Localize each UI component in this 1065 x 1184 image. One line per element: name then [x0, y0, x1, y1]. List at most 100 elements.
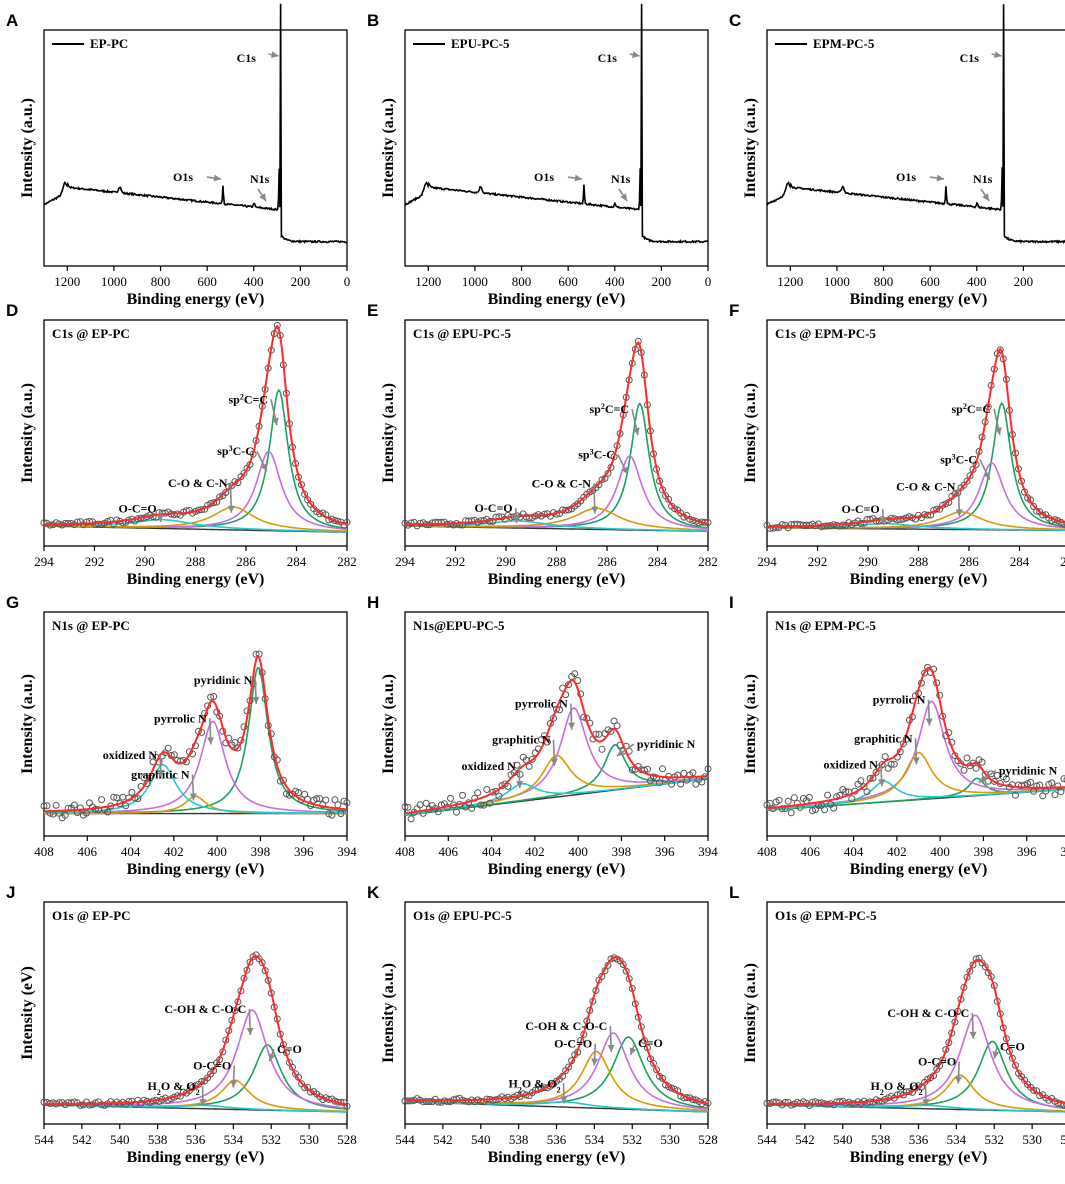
data-point — [486, 799, 494, 807]
component-line — [44, 518, 348, 533]
annotation-arrowhead — [252, 696, 260, 704]
component-annotation: oxidized N — [462, 759, 517, 773]
data-point — [125, 1098, 133, 1105]
plot-frame — [404, 29, 709, 267]
data-point — [70, 1098, 78, 1106]
annotation-n1s: N1s — [973, 172, 993, 186]
data-point — [1060, 775, 1065, 783]
panel-title: C1s @ EPU-PC-5 — [413, 326, 512, 341]
data-point — [404, 803, 412, 811]
data-point — [821, 806, 829, 814]
x-tick-label: 542 — [433, 1132, 453, 1147]
panel-label: I — [729, 593, 734, 612]
component-annotation: C-OH & C-O-C — [525, 1019, 607, 1033]
data-point — [1039, 792, 1047, 800]
x-axis-label: Binding energy (eV) — [127, 291, 265, 308]
x-tick-label: 600 — [197, 274, 217, 289]
panel-g: G Intensity (a.u.) Binding energy (eV) 408 4… — [6, 593, 357, 878]
x-tick-label: 290 — [135, 554, 155, 569]
data-point — [480, 801, 488, 809]
data-point — [656, 779, 663, 787]
x-tick-label: 600 — [558, 274, 578, 289]
data-point — [836, 1098, 844, 1105]
component-annotation: C-OH & C-O-C — [164, 1002, 246, 1016]
component-annotation: sp3C-C — [217, 444, 254, 459]
data-point — [787, 1101, 795, 1109]
annotation-o1s: O1s — [896, 170, 916, 184]
annotation-arrowhead — [156, 514, 164, 522]
annotation-arrowhead — [246, 1027, 254, 1036]
data-point — [170, 751, 178, 759]
data-point — [805, 793, 813, 801]
panel-title: O1s @ EPM-PC-5 — [775, 908, 877, 923]
x-tick-label: 536 — [909, 1132, 929, 1147]
x-tick-label: 534 — [947, 1132, 967, 1147]
component-annotation: sp3C-C — [940, 452, 977, 467]
component-line — [404, 707, 709, 816]
component-annotation: graphitic N — [854, 731, 913, 745]
data-point — [1018, 782, 1025, 790]
x-tick-label: 400 — [568, 844, 588, 859]
data-point — [459, 791, 467, 799]
annotation-arrowhead — [259, 193, 267, 202]
data-point — [52, 801, 60, 809]
component-annotation: C-O & C-N — [896, 479, 956, 493]
component-annotation: H2O & O2 — [509, 1076, 561, 1094]
component-annotation: sp3C-C — [578, 447, 615, 462]
annotation-arrowhead — [955, 509, 963, 517]
x-tick-label: 538 — [509, 1132, 529, 1147]
component-line — [405, 520, 708, 532]
x-tick-label: 284 — [1010, 554, 1030, 569]
annotation-arrowhead — [189, 793, 197, 801]
x-axis-label: Binding energy (eV) — [488, 291, 626, 308]
data-point — [337, 810, 345, 818]
data-point — [830, 804, 838, 812]
data-point — [231, 739, 239, 747]
y-axis-label: Intensity (a.u.) — [19, 674, 36, 774]
component-annotation: pyridinic N — [194, 673, 253, 687]
data-point — [963, 477, 971, 485]
annotation-arrowhead — [616, 749, 625, 757]
data-point — [1054, 782, 1062, 790]
x-tick-label: 538 — [148, 1132, 168, 1147]
x-tick-label: 1000 — [824, 274, 850, 289]
data-point — [775, 796, 783, 804]
annotation-o1s: O1s — [173, 170, 193, 184]
x-axis-label: Binding energy (eV) — [850, 571, 988, 588]
x-tick-label: 406 — [78, 844, 98, 859]
plot-frame — [43, 29, 348, 267]
component-annotation: C=O — [277, 1042, 302, 1056]
x-tick-label: 1200 — [777, 274, 803, 289]
x-tick-label: 402 — [164, 844, 184, 859]
data-point — [492, 787, 500, 795]
data-point — [40, 802, 48, 810]
data-point — [86, 799, 93, 807]
annotation-arrowhead — [879, 517, 887, 525]
data-point — [61, 811, 69, 819]
annotation-arrowhead — [620, 193, 628, 202]
data-point — [1030, 1086, 1038, 1094]
x-tick-label: 800 — [874, 274, 894, 289]
data-point — [425, 1098, 433, 1106]
y-axis-label: Intensity (a.u.) — [19, 98, 36, 198]
plot-frame — [404, 611, 709, 837]
data-point — [963, 754, 971, 762]
annotation-arrowhead — [268, 1053, 276, 1062]
panel-title: C1s @ EP-PC — [52, 326, 130, 341]
data-point — [619, 961, 627, 968]
data-point — [140, 1096, 148, 1104]
data-point — [848, 795, 856, 803]
x-tick-label: 294 — [395, 554, 415, 569]
data-point — [295, 789, 302, 797]
x-tick-label: 530 — [1022, 1132, 1042, 1147]
data-point — [784, 797, 792, 805]
annotation-arrowhead — [994, 427, 1002, 435]
data-point — [416, 801, 424, 809]
data-point — [456, 521, 463, 529]
data-point — [677, 780, 685, 788]
x-tick-label: 530 — [299, 1132, 319, 1147]
data-point — [98, 796, 106, 804]
x-tick-label: 292 — [808, 554, 828, 569]
annotation-arrowhead — [157, 769, 165, 778]
